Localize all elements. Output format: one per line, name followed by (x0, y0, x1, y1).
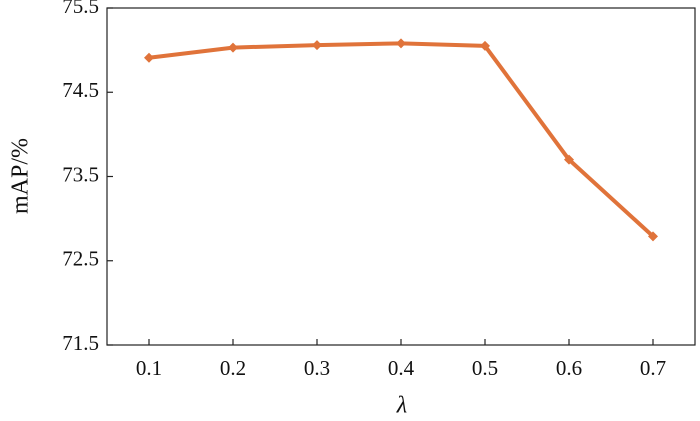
y-tick-label: 73.5 (62, 162, 99, 186)
y-axis-title: mAP/% (8, 138, 34, 214)
marker (312, 40, 322, 51)
y-tick-label: 72.5 (62, 247, 99, 271)
x-tick-label: 0.2 (220, 356, 246, 380)
marker (228, 42, 238, 53)
x-tick-label: 0.7 (640, 356, 666, 380)
plot-frame (106, 7, 696, 346)
marker (564, 154, 574, 165)
x-tick-label: 0.4 (388, 356, 415, 380)
x-tick-label: 0.6 (556, 356, 582, 380)
line (148, 41, 655, 238)
y-tick-label: 71.5 (62, 331, 99, 355)
marker (648, 231, 658, 242)
x-tick-label: 0.1 (136, 356, 162, 380)
x-tick-label: 0.3 (304, 356, 330, 380)
y-tick-label: 74.5 (62, 78, 99, 102)
x-tick-label: 0.5 (472, 356, 498, 380)
y-tick-label: 75.5 (62, 0, 99, 18)
x-axis-title: λ (396, 393, 407, 419)
marker (144, 52, 154, 63)
marker (480, 40, 490, 51)
marker (396, 38, 406, 49)
